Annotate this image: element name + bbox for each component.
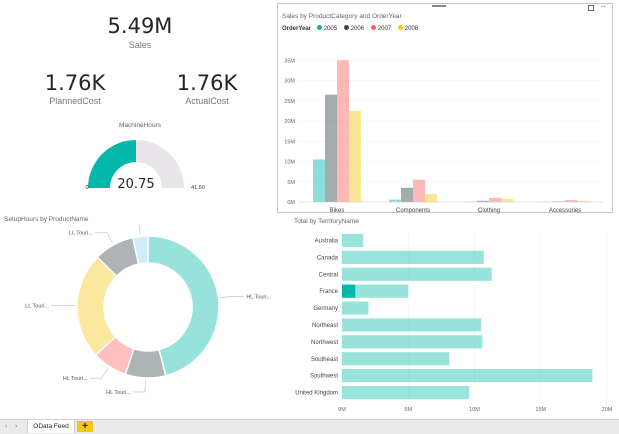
leader-line — [95, 233, 113, 243]
bar-central[interactable] — [342, 268, 492, 281]
donut-data-label: LL Touri... — [25, 303, 49, 309]
setup-hours-donut-chart[interactable]: HL Touri... HL Touri... HL Touri... LL Tour… — [0, 225, 276, 415]
bar-bikes-2007[interactable] — [337, 60, 349, 202]
bar-bikes-2008[interactable] — [349, 111, 361, 202]
legend-marker-icon — [398, 25, 403, 30]
gauge-title: MachineHours — [110, 122, 170, 129]
chevron-right-icon[interactable]: › — [15, 420, 17, 433]
category-label: Northwest — [311, 340, 338, 346]
y-tick-label: 35M — [284, 58, 295, 64]
x-tick-label: 0M — [338, 407, 346, 413]
leader-line — [127, 225, 140, 234]
donut-data-label: LL Touri... — [101, 225, 125, 226]
category-label: Northeast — [312, 323, 338, 329]
bar-northeast[interactable] — [342, 318, 481, 331]
actual-cost-label: ActualCost — [172, 96, 242, 106]
add-page-button[interactable]: + — [77, 421, 93, 432]
chevron-left-icon[interactable]: ‹ — [5, 420, 7, 433]
category-label: United Kingdom — [295, 391, 338, 397]
x-tick-label: Accessories — [549, 208, 581, 214]
legend-item-2006[interactable]: 2006 — [344, 26, 369, 32]
bar-northwest[interactable] — [342, 335, 482, 348]
territory-bar-chart[interactable]: 0M 5M 10M 15M 20M Australia Canada Central Franc… — [276, 226, 619, 416]
x-tick-label: Components — [396, 208, 430, 214]
bar-united-kingdom[interactable] — [342, 386, 469, 399]
bar-accessories-2007[interactable] — [565, 200, 577, 202]
planned-cost-value: 1.76K — [40, 71, 110, 95]
bar-germany[interactable] — [342, 301, 369, 314]
bar-bikes-2006[interactable] — [325, 95, 337, 202]
legend-title: OrderYear — [282, 26, 311, 32]
y-tick-label: 0M — [287, 200, 295, 206]
bar-clothing-2008[interactable] — [501, 199, 513, 202]
legend-label: 2005 — [324, 26, 337, 32]
leader-line — [220, 296, 244, 298]
category-label: Germany — [313, 306, 338, 312]
drag-handle-icon[interactable] — [432, 5, 446, 7]
tab-odata-feed[interactable]: OData Feed — [27, 420, 75, 433]
bar-southwest[interactable] — [342, 369, 592, 382]
legend-item-2007[interactable]: 2007 — [371, 26, 396, 32]
bar-australia[interactable] — [342, 234, 363, 247]
category-label: Canada — [317, 255, 339, 261]
donut-data-label: HL Touri... — [63, 376, 88, 382]
category-label: Southwest — [310, 374, 338, 380]
gauge-min-label: 0 — [85, 185, 88, 191]
legend-label: 2007 — [378, 26, 391, 32]
legend-label: 2008 — [405, 26, 418, 32]
y-tick-label: 25M — [284, 99, 295, 105]
legend-marker-icon — [344, 25, 349, 30]
x-tick-label: Clothing — [478, 208, 500, 214]
highlight-bar[interactable] — [342, 285, 355, 298]
category-label: Central — [319, 272, 338, 278]
category-label: Australia — [315, 238, 339, 244]
y-tick-label: 20M — [284, 119, 295, 125]
donut-slice-3[interactable] — [77, 257, 117, 355]
actual-cost-value: 1.76K — [172, 71, 242, 95]
legend-marker-icon — [371, 25, 376, 30]
focus-mode-icon[interactable] — [588, 5, 594, 11]
territory-chart-title: Total by TerritoryName — [294, 218, 359, 225]
x-tick-label: 20M — [602, 407, 613, 413]
leader-line — [133, 380, 145, 392]
donut-data-label: HL Touri... — [106, 390, 131, 396]
bar-components-2007[interactable] — [413, 180, 425, 202]
more-options-icon[interactable]: ··· — [600, 2, 605, 11]
gauge-visual[interactable]: 20.75 0 41.50 — [80, 130, 210, 195]
page-tab-bar: ‹ › OData Feed + — [0, 419, 619, 434]
donut-chart-title: SetupHours by ProductName — [4, 216, 89, 223]
bar-components-2006[interactable] — [401, 188, 413, 202]
x-tick-label: 15M — [535, 407, 546, 413]
legend-marker-icon — [317, 25, 322, 30]
x-tick-label: 10M — [469, 407, 480, 413]
y-tick-label: 30M — [284, 79, 295, 85]
y-tick-label: 10M — [284, 160, 295, 166]
bar-components-2005[interactable] — [389, 200, 401, 202]
legend-item-2005[interactable]: 2005 — [317, 26, 342, 32]
donut-data-label: LL Touri... — [69, 231, 93, 237]
category-label: France — [319, 289, 338, 295]
x-tick-label: 5M — [404, 407, 412, 413]
sales-chart-title: Sales by ProductCategory and OrderYear — [282, 13, 402, 20]
legend-label: 2006 — [351, 26, 364, 32]
bar-canada[interactable] — [342, 251, 484, 264]
planned-cost-label: PlannedCost — [40, 96, 110, 106]
sales-column-chart[interactable]: 0M 5M 10M 15M 20M 25M 30M 35M Bikes Components Clo… — [277, 35, 613, 215]
leader-line — [90, 368, 109, 378]
sales-label: Sales — [95, 40, 185, 50]
y-tick-label: 5M — [287, 180, 295, 186]
x-tick-label: Bikes — [330, 208, 345, 214]
sales-legend: OrderYear 2005 2006 2007 2008 — [282, 25, 418, 35]
y-tick-label: 15M — [284, 139, 295, 145]
donut-data-label: HL Touri... — [246, 294, 271, 300]
gauge-value: 20.75 — [117, 177, 154, 192]
bar-southeast[interactable] — [342, 352, 449, 365]
sales-value: 5.49M — [95, 14, 185, 38]
bar-clothing-2007[interactable] — [489, 198, 501, 202]
legend-item-2008[interactable]: 2008 — [398, 26, 418, 32]
category-label: Southeast — [311, 357, 338, 363]
bar-bikes-2005[interactable] — [313, 159, 325, 202]
bar-components-2008[interactable] — [425, 194, 437, 202]
gauge-max-label: 41.50 — [191, 185, 205, 191]
